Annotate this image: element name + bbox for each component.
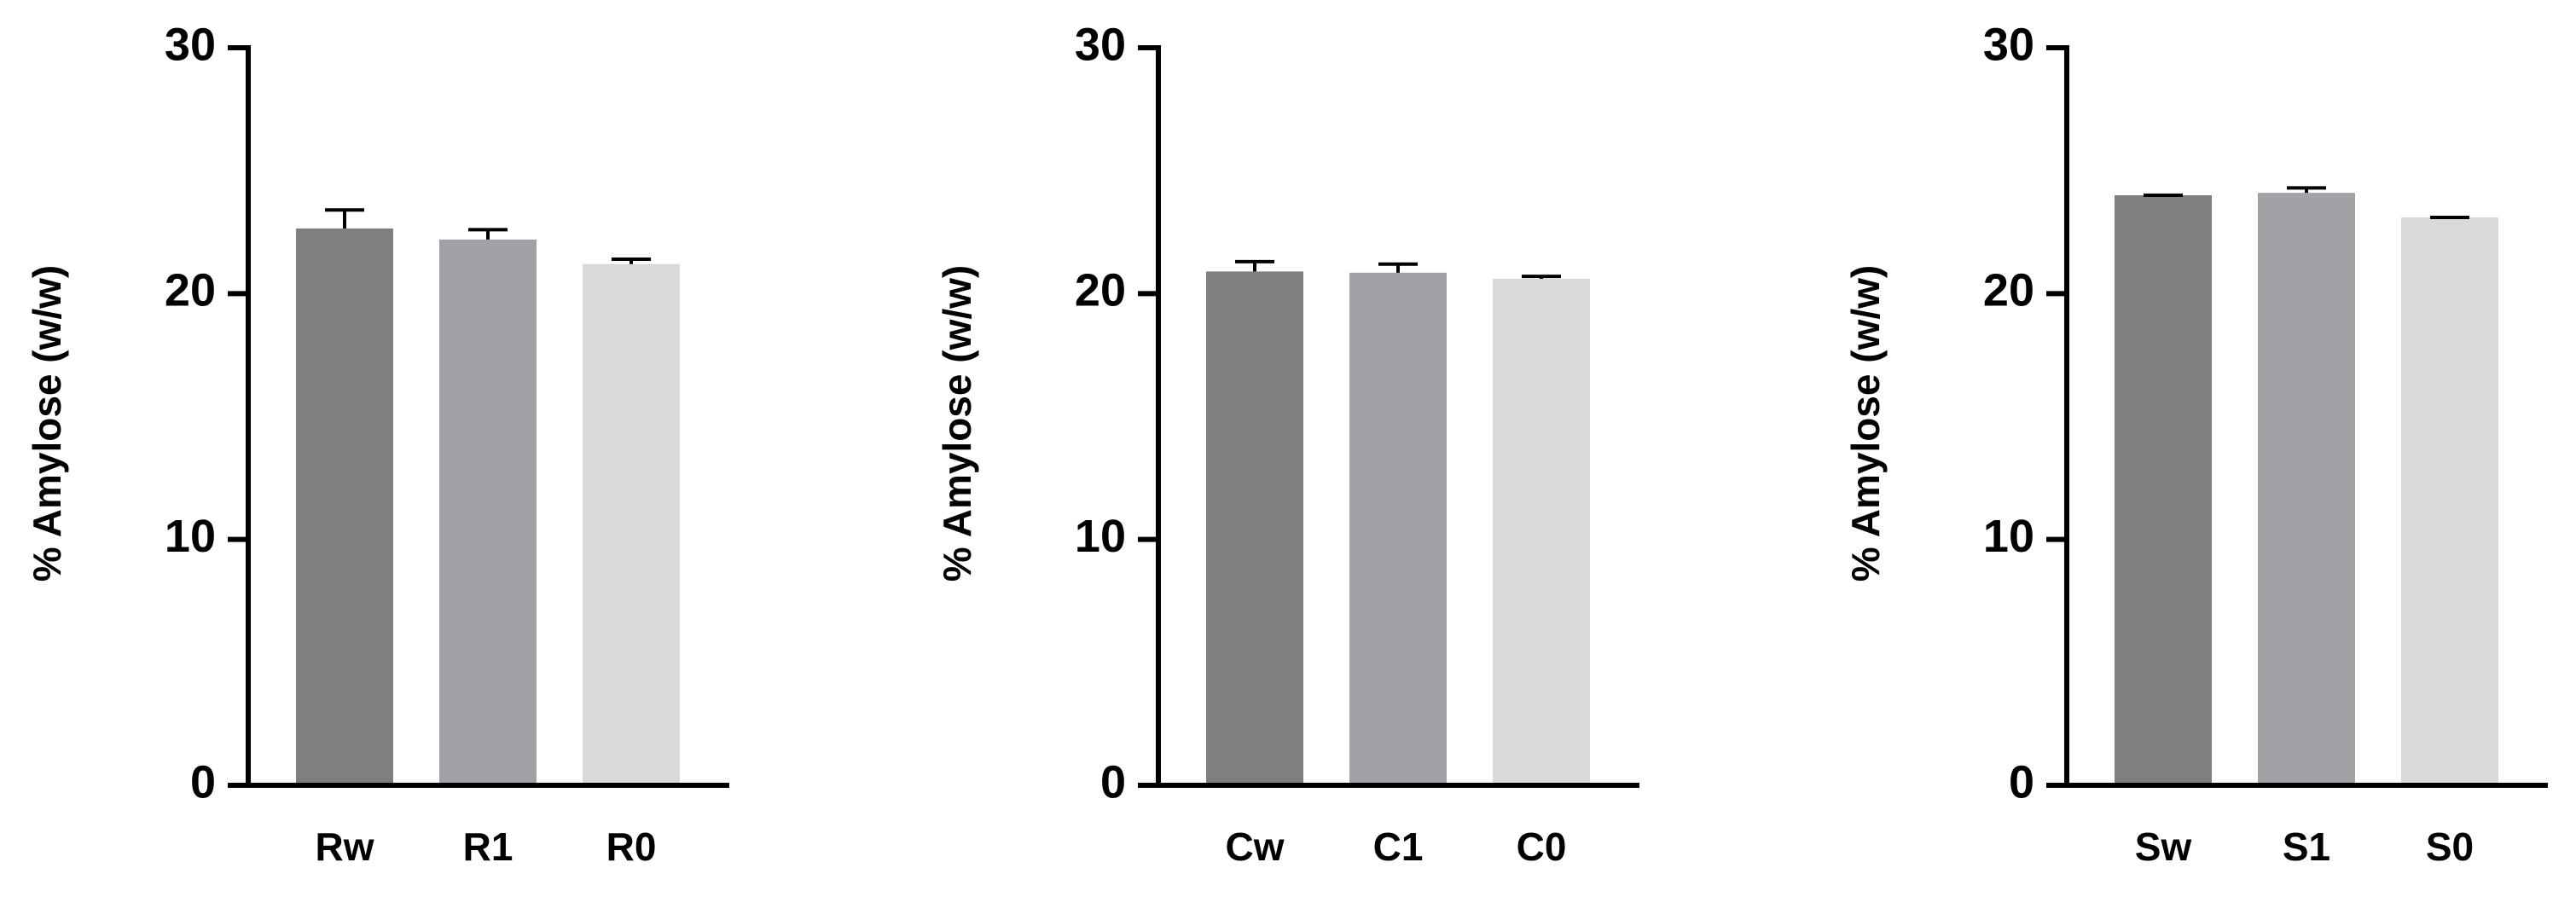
chart: % Amylose (w/w) 0 10 20 30 Cw C1 C0	[935, 19, 1639, 869]
y-tick-label: 0	[2009, 756, 2034, 807]
chart: % Amylose (w/w) 0 10 20 30 Rw R1 R0	[25, 19, 729, 869]
y-tick-label: 10	[1983, 511, 2034, 562]
x-tick-label: R1	[463, 825, 513, 869]
y-tick-label: 30	[1075, 19, 1126, 70]
x-tick-label: C0	[1517, 825, 1567, 869]
y-tick-label: 0	[1100, 756, 1126, 807]
bar	[1493, 279, 1590, 785]
y-axis-label: % Amylose (w/w)	[935, 265, 979, 582]
bar	[1206, 271, 1303, 786]
y-axis-label: % Amylose (w/w)	[25, 265, 69, 582]
y-tick-label: 20	[1983, 265, 2034, 316]
x-tick-label: C1	[1373, 825, 1424, 869]
x-tick-label: S0	[2426, 825, 2474, 869]
bar	[2115, 195, 2212, 785]
y-tick-label: 30	[1983, 19, 2034, 70]
chart: % Amylose (w/w) 0 10 20 30 Sw S1 S0	[1843, 19, 2548, 869]
bar	[296, 228, 393, 785]
bar	[583, 263, 680, 785]
bar	[439, 239, 537, 785]
y-tick-label: 20	[165, 265, 216, 316]
y-tick-label: 30	[165, 19, 216, 70]
y-axis-label: % Amylose (w/w)	[1843, 265, 1888, 582]
x-tick-label: R0	[606, 825, 657, 869]
bar	[2258, 193, 2355, 785]
x-tick-label: Cw	[1226, 825, 1285, 869]
y-tick-label: 0	[190, 756, 216, 807]
y-tick-label: 10	[1075, 511, 1126, 562]
x-tick-label: Rw	[316, 825, 374, 869]
x-tick-label: S1	[2283, 825, 2330, 869]
x-tick-label: Sw	[2135, 825, 2192, 869]
bar	[1349, 272, 1447, 785]
y-tick-label: 20	[1075, 265, 1126, 316]
y-tick-label: 10	[165, 511, 216, 562]
bar	[2401, 217, 2498, 785]
